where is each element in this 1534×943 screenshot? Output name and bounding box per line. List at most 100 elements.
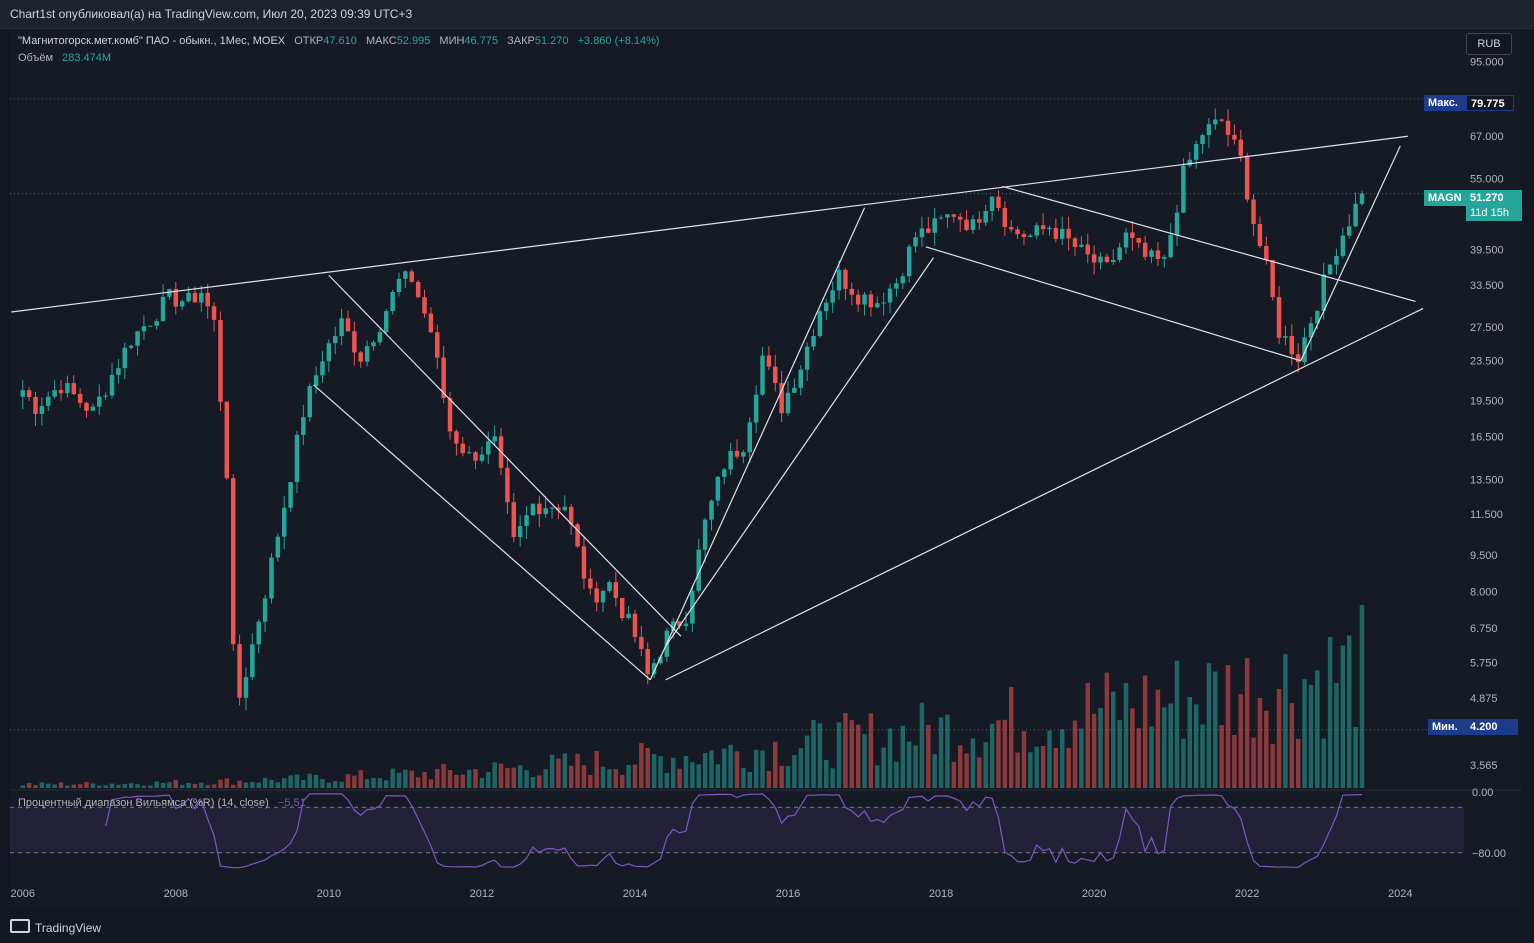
volume-bar	[658, 756, 663, 788]
volume-bar	[326, 782, 332, 788]
candle-body	[945, 214, 950, 218]
price-tick-label: 19.500	[1470, 396, 1504, 408]
volume-bar	[1047, 730, 1052, 788]
max-label-tag: Макс.	[1424, 95, 1468, 111]
volume-bar	[511, 767, 517, 788]
candle-body	[301, 417, 306, 435]
candle-body	[192, 292, 198, 303]
volume-bar	[690, 762, 695, 788]
volume-bar	[479, 777, 485, 788]
candle-body	[122, 347, 128, 369]
price-tick-label: 23.500	[1470, 356, 1504, 368]
williams-r-tick-label: 0.00	[1472, 787, 1493, 799]
candle-body	[1181, 165, 1186, 213]
tradingview-logo[interactable]: TradingView	[10, 919, 101, 935]
price-tick-label: 3.565	[1470, 760, 1498, 772]
volume-bar	[460, 774, 466, 788]
trend-line	[1300, 145, 1401, 361]
publisher-info: Chart1st опубликовал(а) на TradingView.c…	[10, 7, 413, 21]
candle-body	[1213, 119, 1218, 125]
candle-body	[709, 500, 714, 520]
volume-bar	[1200, 724, 1205, 788]
candle-body	[524, 515, 529, 527]
volume-bar	[205, 785, 210, 788]
candle-body	[33, 396, 38, 414]
candle-body	[46, 396, 51, 406]
volume-bar	[339, 781, 344, 788]
volume-bar	[1142, 675, 1148, 788]
candle-body	[836, 269, 842, 291]
candle-body	[1130, 232, 1135, 238]
volume-bar	[1079, 728, 1084, 788]
price-tick-label: 67.000	[1470, 131, 1504, 143]
candle-body	[333, 336, 338, 344]
candle-body	[466, 452, 472, 454]
candle-body	[1187, 159, 1193, 166]
price-tick-label: 95.000	[1470, 56, 1504, 68]
min-value-tag: 4.200	[1466, 719, 1518, 735]
volume-bar	[1264, 710, 1269, 788]
close-label: ЗАКР	[507, 35, 535, 47]
date-tick-label: 2010	[317, 888, 341, 900]
volume-bar	[1002, 719, 1008, 788]
volume-bar	[964, 753, 969, 788]
candle-body	[435, 332, 440, 358]
volume-bar	[817, 723, 823, 788]
volume-bar	[696, 764, 701, 788]
candle-body	[211, 306, 217, 320]
candle-body	[785, 392, 791, 414]
volume-bar	[734, 751, 740, 788]
volume-bar	[906, 741, 912, 788]
candle-body	[154, 321, 159, 326]
volume-bar	[199, 782, 204, 788]
candle-body	[1264, 246, 1269, 261]
volume-bar	[428, 779, 434, 788]
candle-body	[371, 342, 376, 347]
volume-bar	[1072, 720, 1078, 788]
williams-r-legend[interactable]: Процентный диапазон Вильямса (%R) (14, c…	[18, 797, 306, 809]
candle-body	[116, 368, 121, 375]
symbol-tag: MAGN	[1424, 190, 1466, 206]
price-tick-label: 55.000	[1470, 174, 1504, 186]
candle-body	[817, 311, 823, 336]
volume-bar	[122, 783, 128, 788]
volume-bar	[384, 780, 389, 788]
candle-body	[760, 355, 765, 395]
candle-body	[447, 398, 453, 432]
volume-bar	[307, 773, 312, 788]
volume-bar	[1060, 729, 1065, 788]
candle-body	[26, 390, 32, 397]
volume-bar	[670, 757, 676, 788]
candle-body	[173, 289, 179, 307]
volume-bar	[1340, 645, 1346, 788]
volume-bar	[951, 761, 957, 788]
candle-body	[849, 288, 855, 295]
candle-body	[1136, 237, 1141, 243]
volume-bar	[517, 765, 523, 788]
candle-body	[1289, 336, 1295, 355]
volume-bar	[1283, 654, 1288, 788]
volume-bar	[1091, 713, 1097, 788]
candle-body	[135, 331, 140, 346]
candle-body	[530, 503, 536, 516]
high-value: 52.995	[396, 35, 431, 47]
candle-body	[167, 289, 172, 297]
volume-bar	[173, 779, 179, 788]
candle-body	[58, 390, 64, 394]
candle-body	[753, 394, 759, 423]
volume-bar	[256, 782, 261, 788]
candle-body	[894, 283, 899, 289]
volume-bar	[881, 747, 886, 788]
candle-body	[441, 357, 446, 399]
williams-r-band	[10, 807, 1464, 853]
volume-bar	[938, 717, 944, 788]
candle-body	[1244, 155, 1250, 200]
currency-button[interactable]: RUB	[1466, 33, 1512, 55]
volume-bar	[887, 728, 893, 788]
date-tick-label: 2022	[1235, 888, 1259, 900]
volume-bar	[167, 782, 172, 788]
candle-body	[900, 276, 906, 284]
candle-body	[1034, 225, 1039, 236]
volume-bar	[1244, 658, 1250, 788]
